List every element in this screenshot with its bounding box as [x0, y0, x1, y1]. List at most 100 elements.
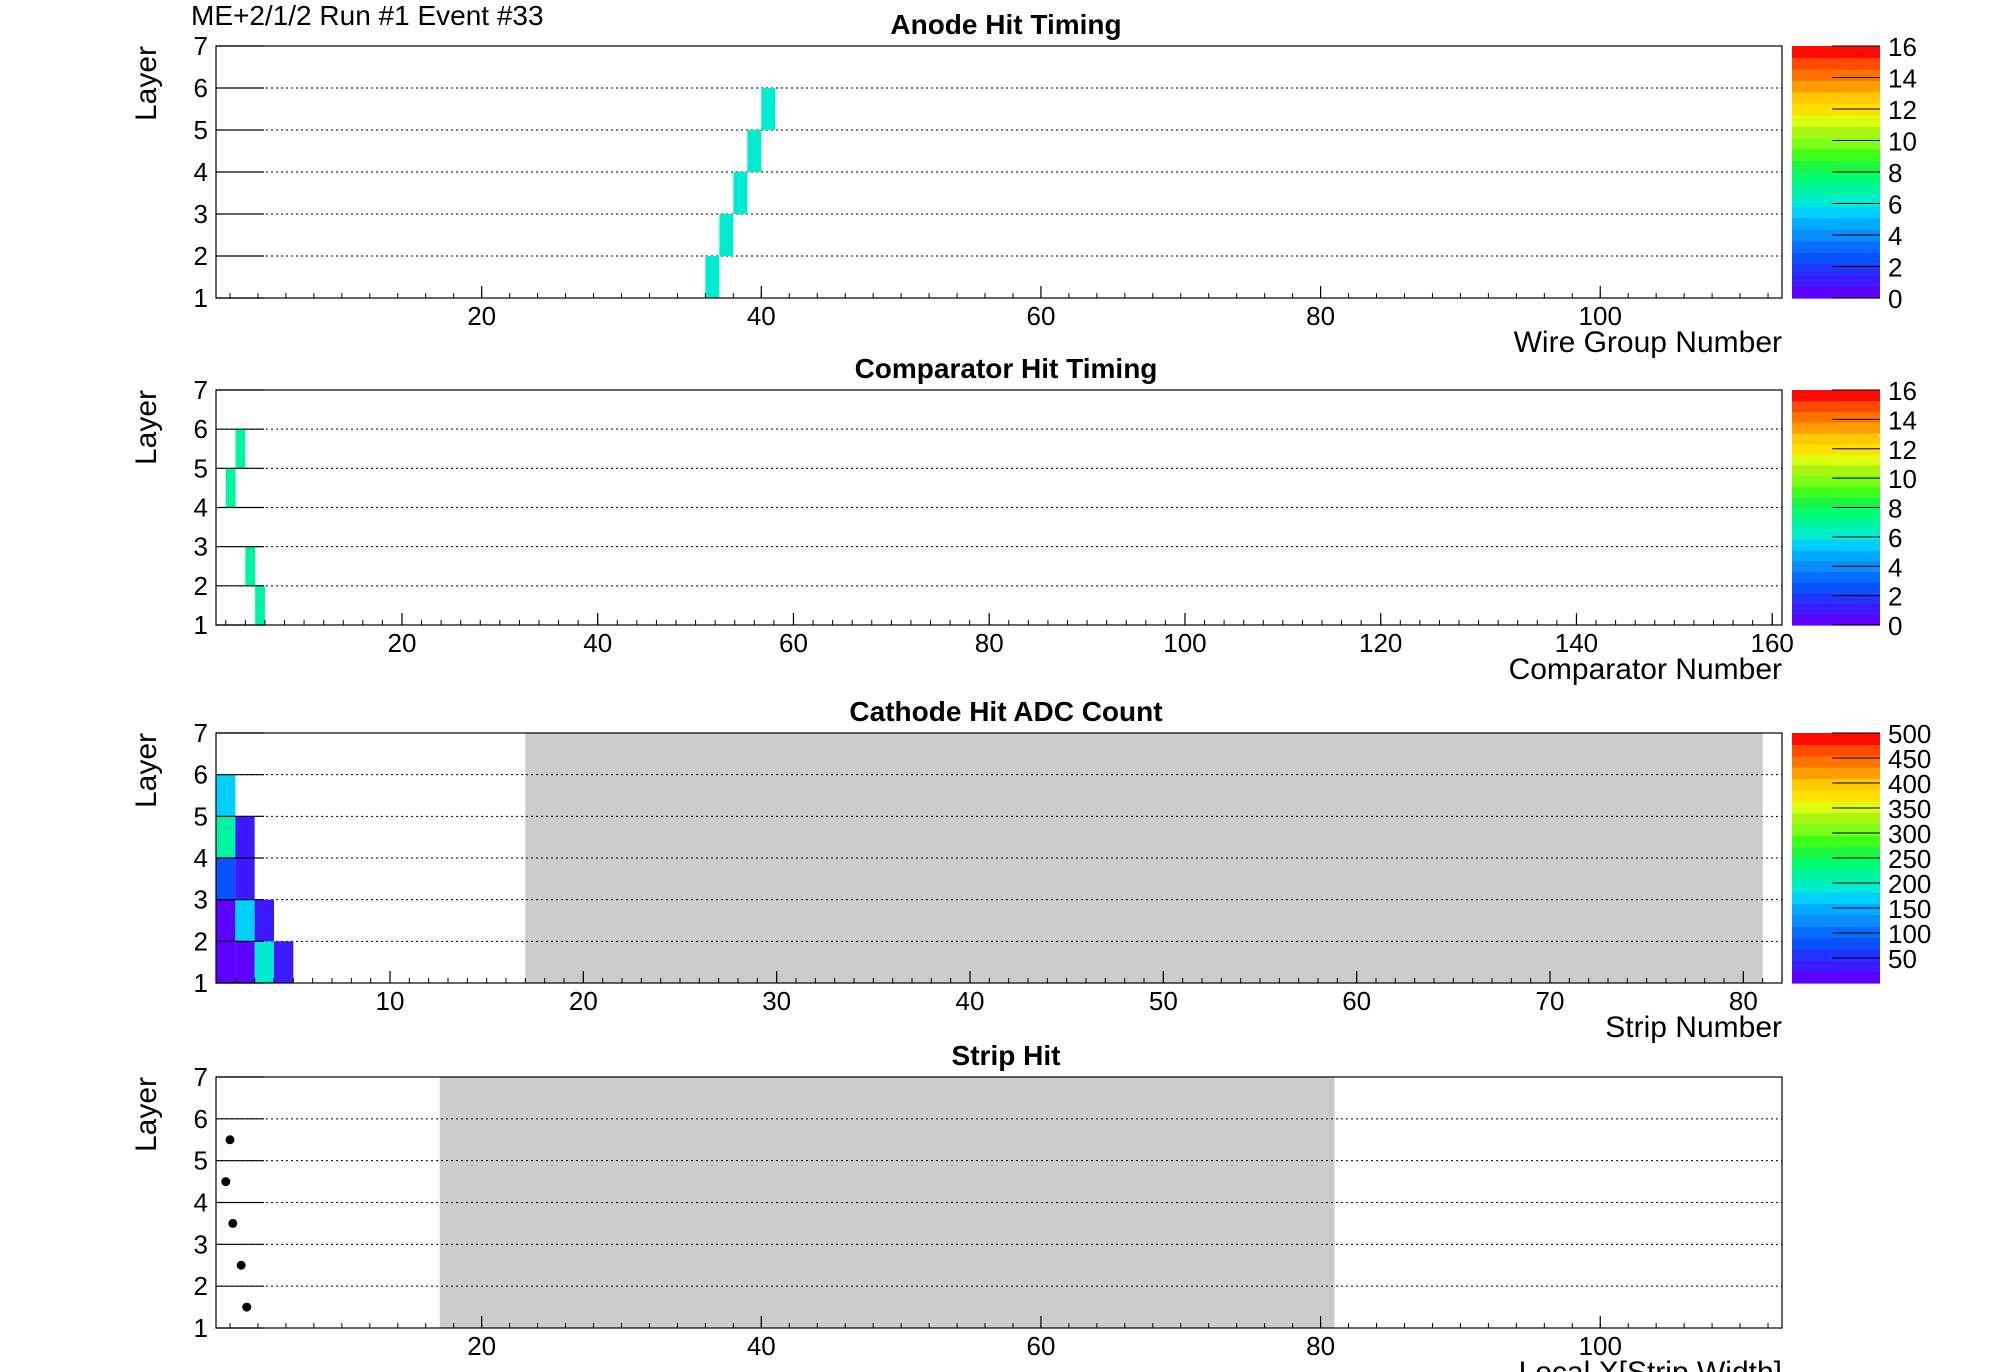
color-bar-label: 10: [1888, 464, 1917, 494]
y-tick-label: 6: [194, 760, 208, 790]
color-bar-band: [1792, 172, 1880, 185]
heatmap-cell: [235, 429, 246, 469]
color-bar-label: 14: [1888, 64, 1917, 94]
heatmap-cell: [747, 130, 762, 172]
color-bar-band: [1792, 603, 1880, 615]
color-bar-band: [1792, 57, 1880, 70]
y-tick-label: 2: [194, 1271, 208, 1301]
heatmap-cell: [216, 941, 236, 983]
heatmap-cell: [274, 941, 294, 983]
x-axis-label: Strip Number: [1605, 1011, 1782, 1044]
x-tick-label: 10: [376, 986, 405, 1016]
color-bar-label: 12: [1888, 435, 1917, 465]
color-bar-label: 12: [1888, 95, 1917, 125]
x-tick-label: 50: [1149, 986, 1178, 1016]
color-bar-band: [1792, 252, 1880, 265]
heatmap-cell: [245, 546, 256, 586]
x-tick-label: 40: [583, 628, 612, 658]
heatmap-cell: [235, 858, 255, 900]
y-tick-label: 5: [194, 453, 208, 483]
color-bar-band: [1792, 464, 1880, 477]
color-bar-label: 2: [1888, 253, 1902, 283]
color-bar-band: [1792, 400, 1880, 412]
color-bar-band: [1792, 880, 1880, 893]
color-bar-band: [1792, 971, 1880, 984]
color-bar-label: 4: [1888, 221, 1902, 251]
heatmap-cell: [235, 816, 255, 858]
color-bar-band: [1792, 812, 1880, 825]
heatmap-cell: [216, 858, 236, 900]
color-bar-band: [1792, 80, 1880, 93]
hit-point: [242, 1302, 252, 1312]
color-bar-label: 10: [1888, 127, 1917, 157]
color-bar-band: [1792, 46, 1880, 59]
color-bar-band: [1792, 948, 1880, 961]
x-tick-label: 80: [1306, 1331, 1335, 1361]
heatmap-cell: [216, 774, 236, 817]
color-bar-band: [1792, 263, 1880, 276]
color-bar-label: 8: [1888, 494, 1902, 524]
color-bar-band: [1792, 892, 1880, 905]
color-bar-label: 2: [1888, 582, 1902, 612]
chart-title: Cathode Hit ADC Count: [849, 696, 1162, 727]
x-tick-label: 80: [1729, 986, 1758, 1016]
color-bar-band: [1792, 240, 1880, 253]
hit-point: [228, 1218, 238, 1228]
color-bar-band: [1792, 422, 1880, 434]
color-bar-band: [1792, 475, 1880, 487]
color-bar-band: [1792, 582, 1880, 594]
event-header: ME+2/1/2 Run #1 Event #33: [191, 0, 544, 31]
color-bar-band: [1792, 411, 1880, 423]
color-bar-band: [1792, 454, 1880, 466]
hit-point: [225, 1135, 235, 1145]
y-tick-label: 5: [194, 115, 208, 145]
color-bar-label: 400: [1888, 769, 1931, 799]
color-bar-band: [1792, 286, 1880, 299]
x-tick-label: 70: [1536, 986, 1565, 1016]
heatmap-cell: [254, 899, 274, 942]
color-bar-label: 16: [1888, 376, 1917, 406]
color-bar-label: 6: [1888, 523, 1902, 553]
color-bar-label: 6: [1888, 190, 1902, 220]
x-axis-label: Local X[Strip Width]: [1519, 1356, 1782, 1372]
y-tick-label: 6: [194, 73, 208, 103]
color-bar-band: [1792, 801, 1880, 814]
x-tick-label: 40: [747, 1331, 776, 1361]
color-bar-band: [1792, 858, 1880, 870]
y-axis-label: Layer: [130, 390, 163, 465]
color-bar-label: 200: [1888, 869, 1931, 899]
y-tick-label: 1: [194, 968, 208, 998]
panel-4: Strip Hit 1 2 3 4 5 6 7 20 40 60 80 100Local X[Strip…: [130, 1040, 1783, 1372]
color-bar-band: [1792, 390, 1880, 402]
chart-title: Strip Hit: [952, 1040, 1061, 1071]
hit-point: [236, 1260, 246, 1270]
color-bar-band: [1792, 432, 1880, 445]
color-bar-band: [1792, 755, 1880, 768]
color-bar-band: [1792, 496, 1880, 509]
color-bar-band: [1792, 823, 1880, 836]
x-tick-label: 30: [762, 986, 791, 1016]
color-bar-band: [1792, 528, 1880, 541]
hit-point: [221, 1177, 231, 1187]
y-tick-label: 1: [194, 1313, 208, 1343]
chart-title: Anode Hit Timing: [890, 9, 1121, 40]
x-tick-label: 40: [747, 301, 776, 331]
color-bar-band: [1792, 744, 1880, 757]
x-tick-label: 80: [1306, 301, 1335, 331]
color-bar-label: 14: [1888, 405, 1917, 435]
x-tick-label: 20: [467, 1331, 496, 1361]
y-tick-label: 7: [194, 375, 208, 405]
color-bar-band: [1792, 206, 1880, 219]
color-bar-band: [1792, 767, 1880, 780]
color-bar-band: [1792, 126, 1880, 139]
y-tick-label: 3: [194, 885, 208, 915]
y-tick-label: 4: [194, 157, 208, 187]
color-bar-band: [1792, 275, 1880, 288]
x-axis-label: Wire Group Number: [1514, 326, 1782, 359]
x-tick-label: 40: [956, 986, 985, 1016]
color-bar-label: 500: [1888, 719, 1931, 749]
heatmap-cell: [225, 468, 236, 508]
color-bar-band: [1792, 68, 1880, 81]
